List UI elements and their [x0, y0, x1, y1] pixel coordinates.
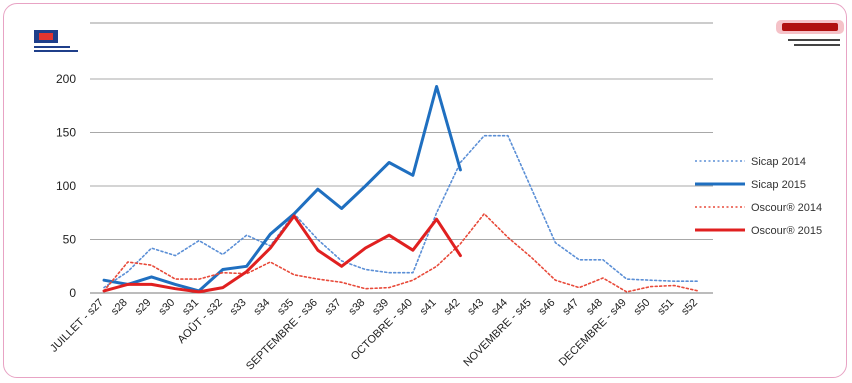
x-tick-label: s28 [109, 297, 130, 318]
x-tick-label: s37 [323, 297, 344, 318]
series-line-2 [103, 213, 699, 293]
legend-label-2: Oscour® 2014 [751, 202, 822, 214]
series-line-3 [102, 214, 462, 294]
x-tick-label: s47 [560, 297, 581, 318]
y-tick-label-100: 100 [56, 179, 76, 193]
x-tick-label: s46 [537, 297, 558, 318]
legend-label-1: Sicap 2015 [751, 179, 806, 191]
series-line-0 [103, 134, 699, 289]
y-tick-label-0: 0 [69, 286, 76, 300]
cap-tv-logo-line-1 [788, 39, 840, 41]
invs-logo-line-2 [34, 50, 78, 52]
cap-tv-logo-line-2 [794, 44, 840, 46]
cap-tv-logo-wordmark [782, 23, 838, 31]
x-tick-label: s51 [655, 297, 676, 318]
x-tick-label: s29 [133, 297, 154, 318]
x-tick-label: JUILLET - s27 [48, 297, 106, 355]
legend-label-0: Sicap 2014 [751, 156, 806, 168]
cap-tv-logo [776, 20, 844, 46]
x-tick-label: s42 [441, 297, 462, 318]
x-tick-label: s34 [251, 297, 272, 318]
x-tick-label: s33 [228, 297, 249, 318]
x-tick-label: s30 [156, 297, 177, 318]
chart-frame [3, 3, 847, 378]
y-tick-label-150: 150 [56, 126, 76, 140]
y-axis-ticks: 0 50 100 150 200 [56, 72, 76, 300]
y-tick-label-200: 200 [56, 72, 76, 86]
invs-logo [34, 30, 78, 52]
x-tick-label: s38 [346, 297, 367, 318]
grid-lines [90, 78, 713, 294]
y-tick-label-50: 50 [63, 233, 77, 247]
legend: Sicap 2014 Sicap 2015 Oscour® 2014 Oscour® … [695, 156, 822, 237]
invs-logo-mark [39, 33, 53, 40]
series-lines [102, 85, 699, 294]
x-tick-label: s41 [418, 297, 439, 318]
invs-logo-line-1 [34, 46, 70, 48]
x-tick-label: AOÛT - s32 [175, 296, 225, 346]
x-tick-label: s52 [679, 297, 700, 318]
x-tick-label: s43 [465, 297, 486, 318]
series-line-1 [102, 85, 462, 293]
legend-label-3: Oscour® 2015 [751, 225, 822, 237]
x-tick-label: s50 [632, 297, 653, 318]
